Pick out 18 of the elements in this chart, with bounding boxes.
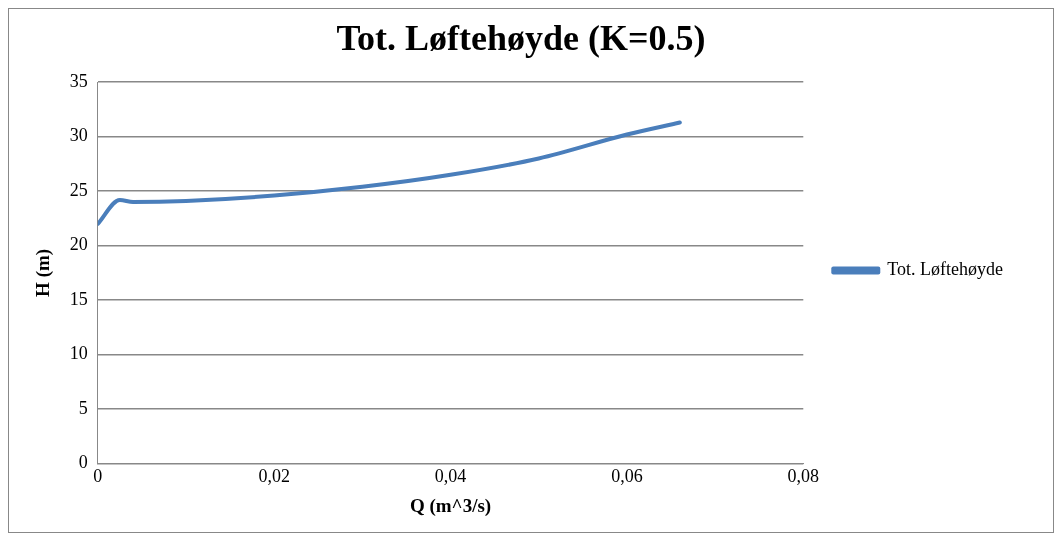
line-series (97, 120, 682, 226)
y-tick-label: 15 (69, 288, 88, 309)
y-tick-label: 25 (69, 179, 88, 200)
x-tick-label: 0,02 (258, 466, 290, 487)
x-axis-title: Q (m^3/s) (409, 494, 492, 517)
y-tick-label: 0 (78, 452, 88, 473)
y-tick-label: 35 (69, 70, 88, 91)
y-axis-title: H (m) (32, 248, 55, 297)
y-tick-label: 20 (69, 234, 88, 255)
legend-label: Tot. Løftehøyde (887, 259, 1004, 280)
x-tick-label: 0,06 (611, 466, 643, 487)
y-tick-label: 5 (78, 397, 88, 418)
x-tick-label: 0,04 (434, 466, 467, 487)
chart-title: Tot. Løftehøyde (K=0.5) (336, 17, 706, 58)
x-tick-label: 0 (93, 466, 103, 487)
y-tick-label: 30 (69, 125, 88, 146)
y-tick-label: 10 (69, 343, 88, 364)
x-tick-label: 0,08 (787, 466, 820, 487)
